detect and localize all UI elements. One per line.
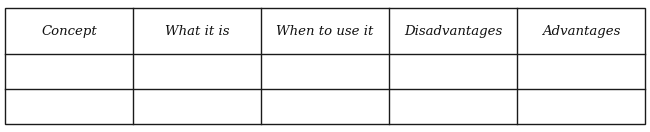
Bar [5,8,645,124]
Text: Concept: Concept [42,25,97,38]
Text: What it is: What it is [165,25,229,38]
Text: Disadvantages: Disadvantages [404,25,502,38]
Text: Advantages: Advantages [541,25,620,38]
Text: When to use it: When to use it [276,25,374,38]
